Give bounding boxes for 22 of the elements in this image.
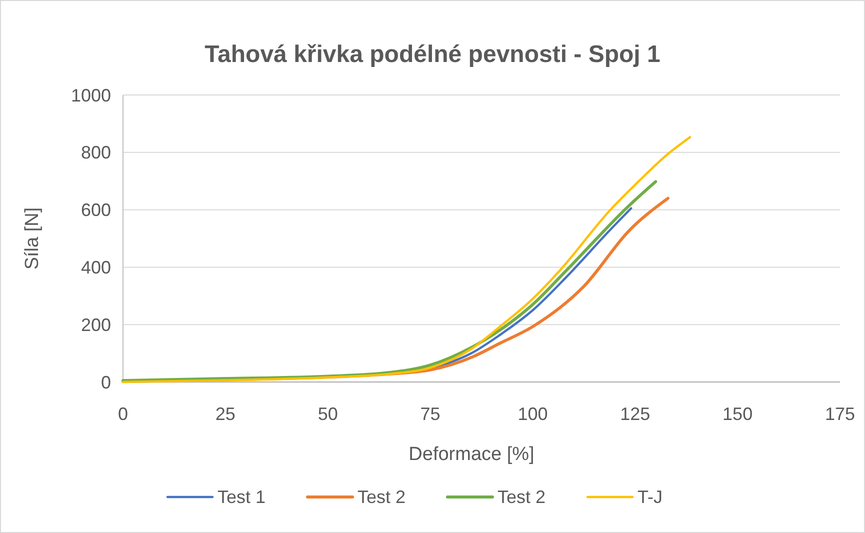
x-tick-label: 125	[620, 404, 650, 424]
y-axis-title: Síla [N]	[22, 207, 43, 270]
legend-label: Test 2	[358, 487, 406, 507]
x-tick-label: 0	[118, 404, 128, 424]
line-series	[122, 136, 692, 384]
x-tick-label: 25	[215, 404, 236, 424]
y-tick-label: 200	[80, 314, 111, 335]
chart-title: Tahová křivka podélné pevnosti - Spoj 1	[204, 41, 660, 68]
y-tick-label: 600	[80, 200, 111, 220]
x-tick-label: 150	[722, 404, 753, 424]
x-tick-label: 50	[318, 404, 338, 424]
y-tick-label: 0	[100, 372, 111, 392]
x-tick-label: 175	[824, 404, 856, 424]
legend-label: Test 2	[498, 487, 546, 507]
legend-label: T-J	[638, 487, 662, 507]
legend-label: Test 1	[218, 487, 266, 507]
x-axis-title: Deformace [%]	[408, 444, 534, 465]
y-tick-label: 800	[80, 142, 111, 163]
x-tick-label: 100	[518, 404, 548, 424]
y-tick-label: 400	[80, 258, 111, 278]
x-tick-label: 75	[420, 404, 440, 424]
y-tick-label: 1000	[70, 85, 111, 106]
